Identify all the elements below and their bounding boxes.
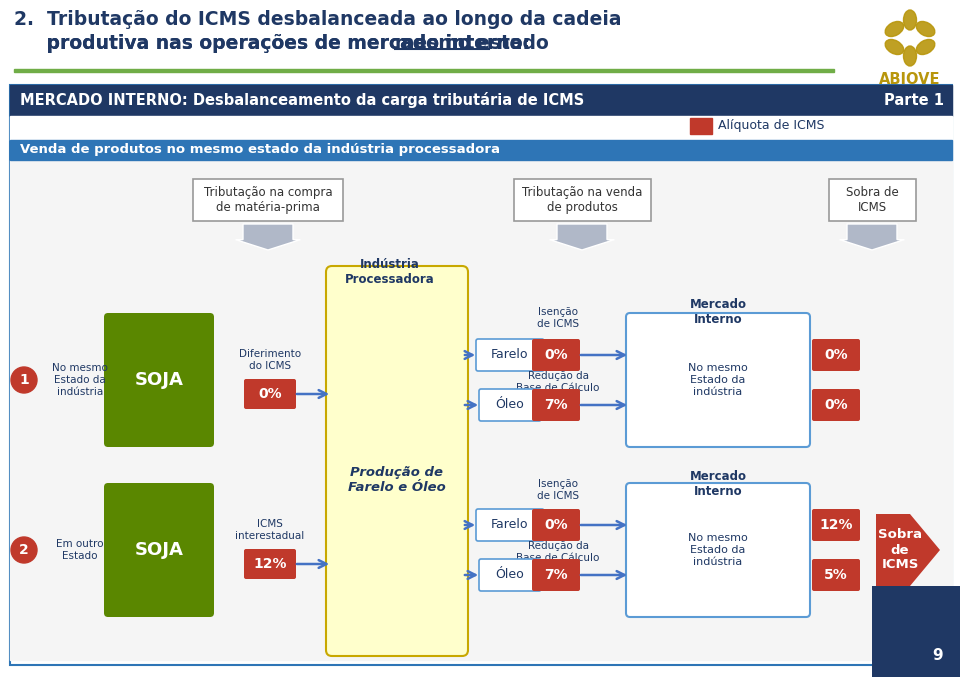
Text: SOJA: SOJA (134, 371, 183, 389)
Text: No mesmo
Estado da
indústria: No mesmo Estado da indústria (688, 533, 748, 567)
Text: SOJA: SOJA (134, 541, 183, 559)
Polygon shape (549, 224, 614, 250)
Bar (14, 69, 834, 72)
Text: Óleo: Óleo (495, 569, 524, 582)
Polygon shape (235, 224, 300, 250)
FancyBboxPatch shape (828, 179, 916, 221)
Bar (10, 160, 952, 660)
Circle shape (11, 537, 37, 563)
FancyBboxPatch shape (476, 339, 544, 371)
FancyBboxPatch shape (10, 85, 952, 665)
Ellipse shape (903, 46, 917, 66)
Ellipse shape (917, 22, 935, 37)
Text: 0%: 0% (825, 398, 848, 412)
Text: 0%: 0% (258, 387, 282, 401)
Text: 2: 2 (19, 543, 29, 557)
Text: Redução da
Base de Cálculo: Redução da Base de Cálculo (516, 541, 600, 563)
FancyBboxPatch shape (104, 483, 214, 617)
Text: 9: 9 (933, 647, 944, 663)
Ellipse shape (885, 22, 903, 37)
FancyBboxPatch shape (479, 389, 541, 421)
Text: No mesmo
Estado da
indústria: No mesmo Estado da indústria (688, 364, 748, 397)
Text: 5%: 5% (824, 568, 848, 582)
Bar (690, 118, 712, 134)
FancyBboxPatch shape (532, 389, 580, 421)
Text: ICMS
interestadual: ICMS interestadual (235, 519, 304, 541)
Text: 7%: 7% (544, 398, 567, 412)
Text: 12%: 12% (819, 518, 852, 532)
Bar (10, 140, 952, 160)
Text: No mesmo
Estado da
indústria: No mesmo Estado da indústria (52, 364, 108, 397)
FancyBboxPatch shape (626, 313, 810, 447)
Bar (10, 85, 952, 116)
Text: Alíquota de ICMS: Alíquota de ICMS (718, 120, 825, 133)
FancyBboxPatch shape (812, 389, 860, 421)
Text: Em outro
Estado: Em outro Estado (57, 539, 104, 561)
Polygon shape (839, 224, 904, 250)
Text: Diferimento
do ICMS: Diferimento do ICMS (239, 349, 301, 371)
Text: produtiva nas operações de mercado interno:: produtiva nas operações de mercado inter… (14, 34, 537, 53)
Bar (10, 116, 952, 140)
Text: Mercado
Interno: Mercado Interno (689, 470, 747, 498)
Ellipse shape (903, 10, 917, 30)
Text: mesmo estado: mesmo estado (396, 34, 549, 53)
Text: 0%: 0% (544, 518, 567, 532)
Text: Farelo: Farelo (492, 519, 529, 531)
Text: Óleo: Óleo (495, 399, 524, 412)
FancyBboxPatch shape (532, 339, 580, 371)
Text: 12%: 12% (253, 557, 287, 571)
Text: 7%: 7% (544, 568, 567, 582)
FancyBboxPatch shape (514, 179, 651, 221)
Circle shape (11, 367, 37, 393)
Text: Produção de
Farelo e Óleo: Produção de Farelo e Óleo (348, 466, 445, 494)
Text: Mercado
Interno: Mercado Interno (689, 298, 747, 326)
FancyBboxPatch shape (193, 179, 343, 221)
FancyBboxPatch shape (812, 339, 860, 371)
Text: Redução da
Base de Cálculo: Redução da Base de Cálculo (516, 371, 600, 393)
Ellipse shape (885, 39, 903, 55)
FancyBboxPatch shape (532, 559, 580, 591)
Text: 0%: 0% (825, 348, 848, 362)
FancyBboxPatch shape (532, 509, 580, 541)
Text: 2.  Tributação do ICMS desbalanceada ao longo da cadeia: 2. Tributação do ICMS desbalanceada ao l… (14, 10, 621, 29)
Text: 1: 1 (19, 373, 29, 387)
Text: Isenção
de ICMS: Isenção de ICMS (537, 307, 579, 329)
Text: Sobra
de
ICMS: Sobra de ICMS (878, 529, 922, 571)
Text: MERCADO INTERNO: Desbalanceamento da carga tributária de ICMS: MERCADO INTERNO: Desbalanceamento da car… (20, 93, 585, 108)
Text: Sobra de
ICMS: Sobra de ICMS (846, 186, 899, 214)
FancyBboxPatch shape (476, 509, 544, 541)
FancyBboxPatch shape (626, 483, 810, 617)
Polygon shape (876, 514, 940, 586)
Text: Farelo: Farelo (492, 349, 529, 362)
FancyBboxPatch shape (244, 549, 296, 579)
FancyBboxPatch shape (244, 379, 296, 409)
Text: 0%: 0% (544, 348, 567, 362)
FancyBboxPatch shape (812, 509, 860, 541)
Text: ABIOVE: ABIOVE (879, 72, 941, 87)
Text: Tributação na compra
de matéria-prima: Tributação na compra de matéria-prima (204, 186, 332, 214)
Text: Isenção
de ICMS: Isenção de ICMS (537, 479, 579, 501)
FancyBboxPatch shape (104, 313, 214, 447)
Text: Venda de produtos no mesmo estado da indústria processadora: Venda de produtos no mesmo estado da ind… (20, 144, 500, 156)
FancyBboxPatch shape (326, 266, 468, 656)
FancyBboxPatch shape (479, 559, 541, 591)
Text: Parte 1: Parte 1 (884, 93, 944, 108)
FancyBboxPatch shape (812, 559, 860, 591)
Text: Indústria
Processadora: Indústria Processadora (346, 258, 435, 286)
Text: produtiva nas operações de mercado interno:: produtiva nas operações de mercado inter… (14, 34, 537, 53)
Ellipse shape (917, 39, 935, 55)
Text: Tributação na venda
de produtos: Tributação na venda de produtos (522, 186, 642, 214)
Text: produtiva nas operações de mercado interno: mesmo estado: produtiva nas operações de mercado inter… (14, 34, 690, 53)
